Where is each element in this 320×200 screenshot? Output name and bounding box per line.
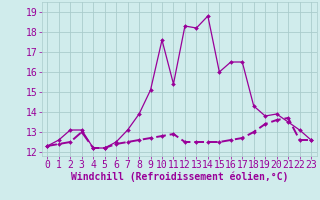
X-axis label: Windchill (Refroidissement éolien,°C): Windchill (Refroidissement éolien,°C) (70, 172, 288, 182)
